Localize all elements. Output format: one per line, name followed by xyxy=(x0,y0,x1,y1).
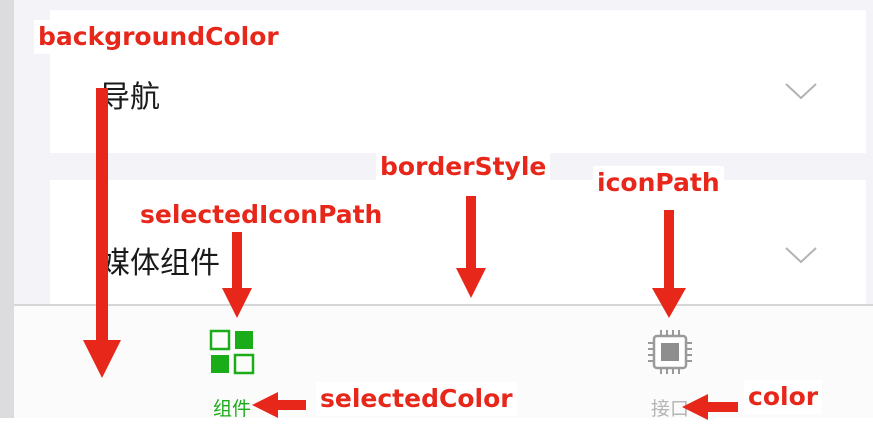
tab-api[interactable]: 接口 xyxy=(600,306,740,420)
left-edge-bar xyxy=(0,0,14,435)
tab-api-label: 接口 xyxy=(650,398,689,420)
annotation-selected-icon-path: selectedIconPath xyxy=(136,198,387,232)
nav-card-label: 导航 xyxy=(100,80,160,115)
chip-icon xyxy=(648,330,692,374)
components-grid-icon xyxy=(209,329,255,375)
annotation-color: color xyxy=(744,380,823,414)
chevron-down-icon xyxy=(785,247,817,264)
annotation-background-color: backgroundColor xyxy=(34,20,283,54)
annotation-icon-path: iconPath xyxy=(593,166,724,200)
bottom-strip xyxy=(0,418,873,435)
annotation-border-style: borderStyle xyxy=(376,150,551,184)
annotation-selected-color: selectedColor xyxy=(316,382,517,416)
tab-components[interactable]: 组件 xyxy=(162,306,302,420)
tab-components-label: 组件 xyxy=(212,398,251,420)
media-card-label: 媒体组件 xyxy=(100,246,220,281)
chevron-down-icon xyxy=(785,83,817,100)
